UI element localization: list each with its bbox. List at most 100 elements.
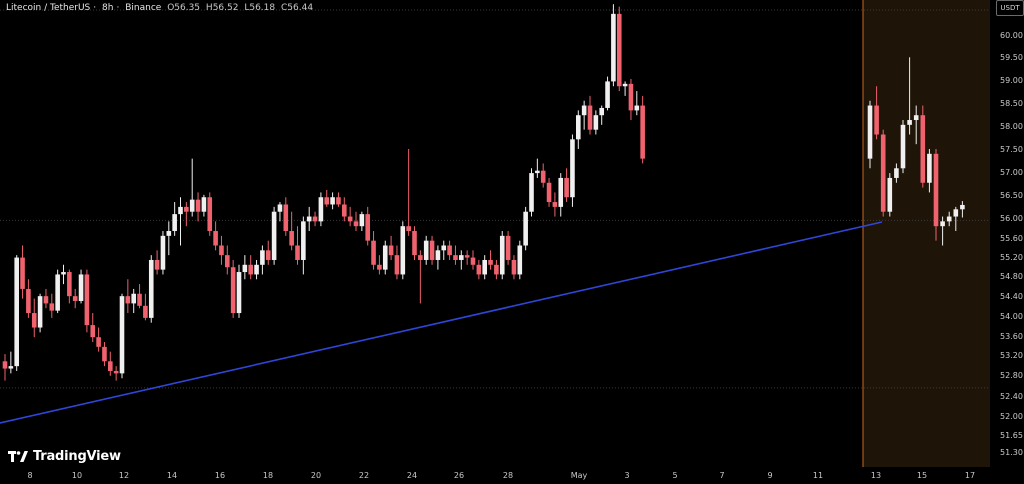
candle-down (342, 204, 347, 217)
interval-label[interactable]: 8h (102, 3, 114, 13)
candle-up (499, 235, 505, 275)
candle-up (318, 197, 324, 222)
time-tick-label: 9 (767, 471, 772, 480)
price-tick-label: 60.00 (1000, 31, 1023, 40)
candle-down (511, 259, 517, 275)
price-tick-label: 53.20 (1000, 351, 1023, 360)
candle-down (464, 255, 470, 258)
candle-up (55, 274, 60, 311)
candle-down (219, 245, 224, 256)
candle-down (125, 296, 131, 304)
candle-down (283, 204, 289, 232)
candle-down (49, 303, 55, 311)
candle-up (887, 177, 893, 212)
trendline[interactable] (0, 221, 883, 424)
price-tick-label: 54.00 (1000, 312, 1023, 321)
price-tick-label: 55.20 (1000, 253, 1023, 262)
candle-down (90, 325, 96, 338)
price-tick-label: 54.40 (1000, 292, 1023, 301)
time-axis[interactable]: 8 10 12 14 16 18 20 22 24 26 28 May 3 5 7 9 11 13 15 17 (27, 471, 975, 480)
candle-down (505, 235, 511, 260)
tradingview-logo[interactable]: TradingView (8, 449, 121, 464)
candle-down (324, 197, 330, 205)
candle-up (634, 105, 640, 111)
time-tick-label: 17 (965, 471, 975, 480)
candle-down (564, 177, 569, 198)
candle-up (441, 245, 447, 251)
candle-up (242, 264, 248, 273)
candle-down (628, 83, 634, 111)
symbol-name[interactable]: Litecoin / TetherUS (6, 3, 91, 13)
candle-up (14, 257, 19, 367)
candle-up (260, 250, 265, 265)
candle-up (8, 366, 14, 369)
time-tick-label: 16 (215, 471, 225, 480)
time-tick-label: 20 (311, 471, 321, 480)
currency-unit-badge[interactable]: USDT (996, 0, 1024, 16)
price-axis[interactable]: 60.00 59.50 59.00 58.50 58.00 57.50 57.00 56.50… (1000, 31, 1023, 457)
candle-down (920, 115, 926, 183)
candle-down (312, 216, 318, 222)
candle-up (946, 216, 952, 222)
time-tick-label: 14 (167, 471, 177, 480)
candle-down (353, 221, 359, 227)
candle-up (913, 115, 919, 121)
price-tick-label: 56.50 (1000, 191, 1023, 200)
candle-down (476, 264, 482, 275)
highlight-zone (862, 0, 990, 467)
candle-down (195, 199, 201, 212)
candle-up (201, 197, 207, 212)
candle-down (388, 245, 394, 256)
candle-down (933, 153, 939, 227)
candle-up (940, 221, 945, 227)
candle-down (494, 264, 499, 275)
trendline-segment[interactable] (0, 221, 883, 424)
time-tick-label: 24 (407, 471, 417, 480)
candle-up (529, 173, 534, 212)
candle-up (306, 216, 312, 222)
candle-down (587, 105, 593, 130)
low-value: L56.18 (244, 3, 276, 13)
candle-up (900, 124, 906, 169)
candle-up (330, 197, 335, 205)
candle-up (517, 245, 523, 275)
candle-up (166, 231, 172, 236)
candle-down (207, 197, 213, 232)
candle-up (599, 107, 604, 116)
candle-down (230, 267, 236, 314)
candle-down (394, 255, 400, 275)
candle-down (377, 264, 382, 270)
candles (2, 4, 965, 381)
candle-down (347, 216, 353, 222)
close-value: C56.44 (281, 3, 314, 13)
high-value: H56.52 (205, 3, 239, 13)
candle-up (172, 214, 177, 232)
price-tick-label: 54.80 (1000, 272, 1023, 281)
candle-up (400, 226, 406, 275)
candle-up (254, 264, 259, 275)
price-tick-label: 58.50 (1000, 99, 1023, 108)
candle-up (301, 221, 306, 260)
candle-down (265, 250, 271, 260)
candle-down (213, 231, 218, 246)
candle-up (78, 274, 84, 301)
symbol-header[interactable]: Litecoin / TetherUS · 8h · Binance O56.35 … (6, 3, 314, 13)
exchange-label: Binance (125, 3, 162, 13)
reference-lines (0, 9, 990, 389)
candle-up (459, 255, 464, 260)
time-tick-label: May (571, 471, 588, 480)
candle-up (382, 245, 388, 270)
candle-down (412, 231, 417, 256)
candle-up (271, 211, 277, 260)
candle-down (137, 293, 142, 306)
time-tick-label: 15 (917, 471, 927, 480)
candle-up (960, 204, 965, 210)
time-tick-label: 22 (359, 471, 369, 480)
candle-up (523, 211, 528, 246)
candle-up (178, 206, 183, 215)
candle-down (184, 206, 189, 212)
candle-down (43, 296, 49, 304)
candle-up (894, 168, 899, 178)
